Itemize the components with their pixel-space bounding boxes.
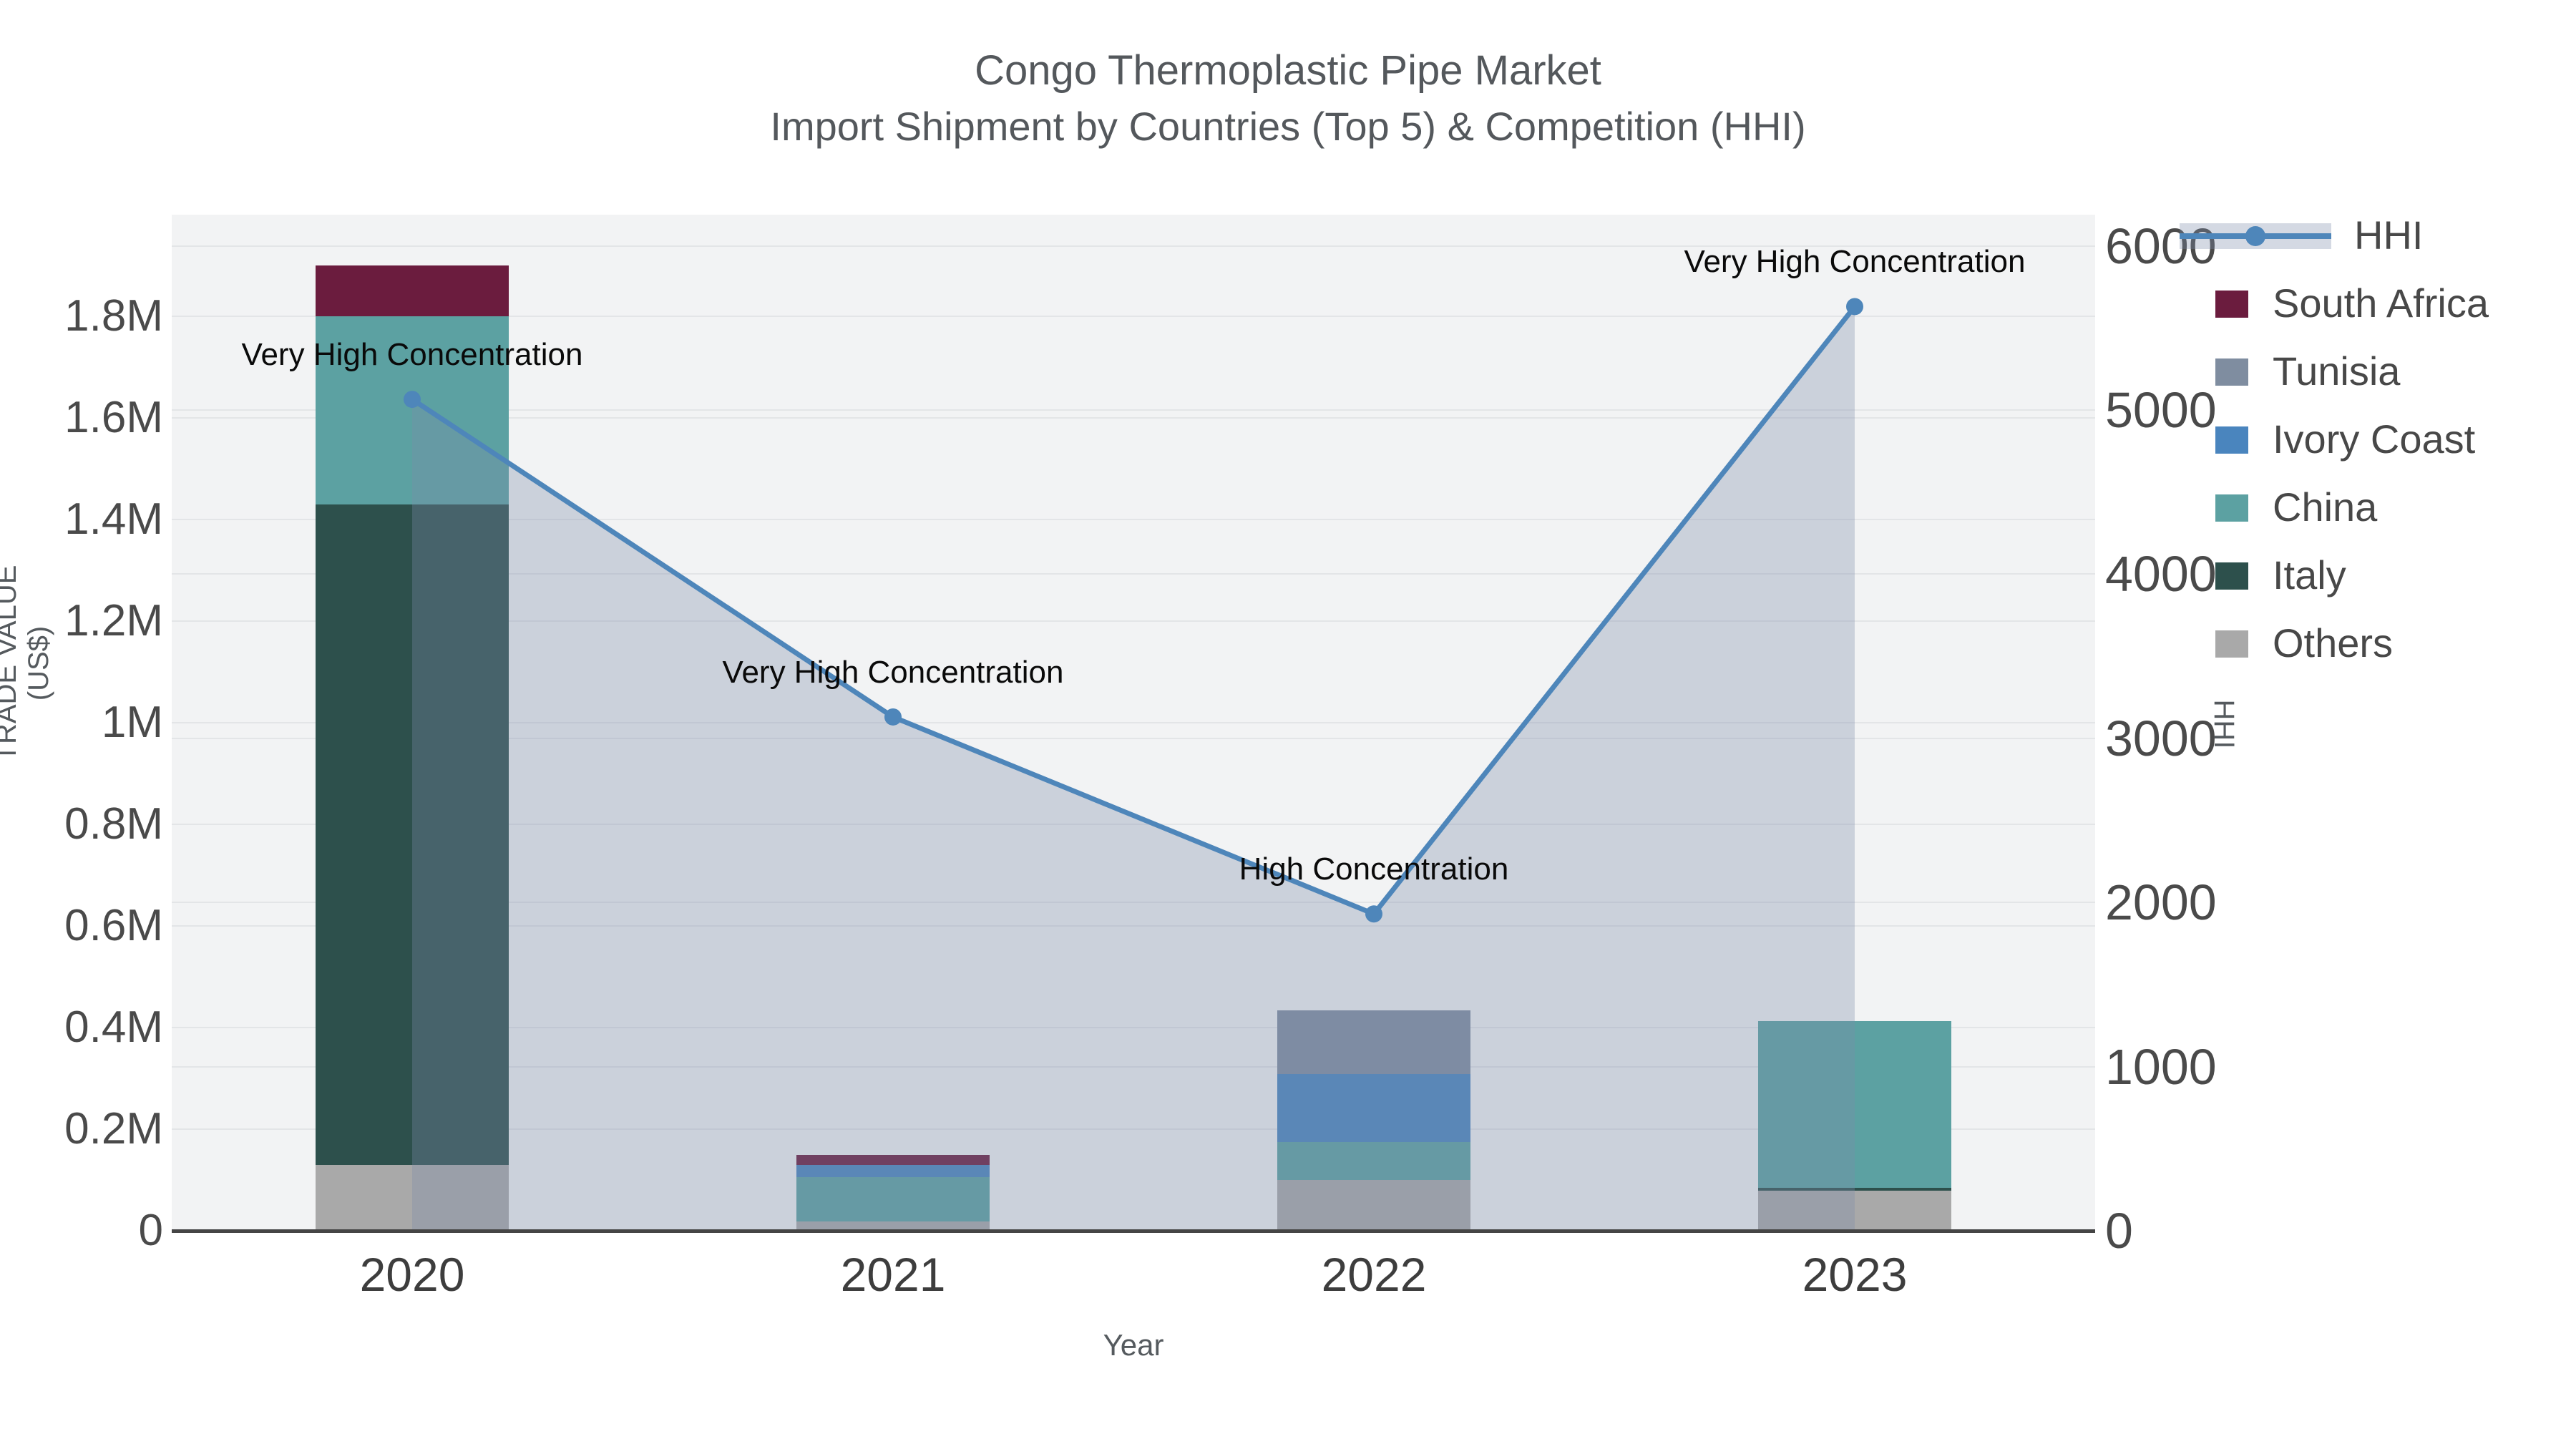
- y-left-tick: 1M: [101, 698, 163, 747]
- legend-swatch-tunisia: [2215, 358, 2248, 386]
- y-left-axis-title: TRADE VALUE (US$): [0, 565, 54, 762]
- y-left-tick: 0.2M: [64, 1104, 163, 1153]
- bar-segment-others: [316, 1164, 509, 1231]
- x-tick: 2022: [1321, 1248, 1427, 1301]
- x-tick: 2020: [359, 1248, 465, 1301]
- hhi-point-marker: [1846, 298, 1863, 316]
- legend-label: HHI: [2354, 213, 2424, 258]
- bar-segment-italy: [316, 504, 509, 1165]
- legend-item-south-africa[interactable]: South Africa: [2180, 280, 2552, 361]
- bar-segment-ivory-coast: [1277, 1074, 1470, 1143]
- gridline-trade-value: [172, 620, 2095, 622]
- bar-segment-china: [316, 316, 509, 504]
- hhi-area-fill: [412, 306, 1855, 1231]
- legend-label: Italy: [2273, 552, 2346, 597]
- y-left-tick: 1.6M: [64, 393, 163, 442]
- legend-label: Ivory Coast: [2273, 416, 2476, 462]
- bar-segment-ivory-coast: [796, 1164, 990, 1177]
- chart-title-line2: Import Shipment by Countries (Top 5) & C…: [770, 104, 1806, 149]
- legend-swatch-south-africa: [2215, 291, 2248, 318]
- gridline-trade-value: [172, 1128, 2095, 1130]
- bar-segment-italy: [1758, 1187, 1951, 1191]
- y-left-tick: 0.6M: [64, 901, 163, 950]
- bar-segment-others: [796, 1221, 990, 1231]
- legend-swatch-china: [2215, 494, 2248, 522]
- x-tick: 2023: [1802, 1248, 1908, 1301]
- annotation-2020: Very High Concentration: [241, 337, 583, 373]
- gridline-hhi: [172, 737, 2095, 739]
- legend-item-others[interactable]: Others: [2180, 620, 2552, 701]
- hhi-line: [411, 305, 1857, 917]
- bar-segment-others: [1758, 1190, 1951, 1231]
- bar-segment-south-africa: [316, 265, 509, 316]
- y-left-tick: 1.2M: [64, 596, 163, 645]
- plot-area: [172, 215, 2095, 1231]
- bar-segment-others: [1277, 1180, 1470, 1231]
- y-left-tick: 0: [138, 1206, 163, 1255]
- annotation-2021: Very High Concentration: [722, 654, 1064, 690]
- hhi-point-marker: [884, 708, 902, 726]
- legend-item-tunisia[interactable]: Tunisia: [2180, 348, 2552, 429]
- chart-title-line1: Congo Thermoplastic Pipe Market: [975, 47, 1601, 94]
- bar-segment-china: [796, 1176, 990, 1222]
- y-right-tick: 5000: [2105, 381, 2217, 438]
- bar-segment-china: [1758, 1020, 1951, 1188]
- gridline-hhi: [172, 245, 2095, 247]
- y-left-tick: 0.4M: [64, 1002, 163, 1052]
- bar-segment-china: [1277, 1142, 1470, 1180]
- legend-item-italy[interactable]: Italy: [2180, 552, 2552, 633]
- x-tick: 2021: [840, 1248, 946, 1301]
- gridline-trade-value: [172, 417, 2095, 419]
- legend-label: Others: [2273, 620, 2394, 665]
- hhi-point-marker: [404, 391, 421, 409]
- legend-item-china[interactable]: China: [2180, 484, 2552, 565]
- annotation-2022: High Concentration: [1239, 852, 1509, 887]
- gridline-trade-value: [172, 925, 2095, 927]
- y-left-tick: 1.4M: [64, 494, 163, 544]
- bar-segment-tunisia: [1277, 1010, 1470, 1075]
- bar-segment-south-africa: [796, 1155, 990, 1165]
- gridline-hhi: [172, 902, 2095, 904]
- annotation-2023: Very High Concentration: [1684, 244, 2026, 280]
- chart-title: Congo Thermoplastic Pipe Market Import S…: [0, 46, 2576, 157]
- gridline-trade-value: [172, 722, 2095, 723]
- y-left-tick: 0.8M: [64, 799, 163, 849]
- hhi-legend-marker: [2245, 226, 2265, 246]
- y-right-tick: 3000: [2105, 710, 2217, 766]
- gridline-trade-value: [172, 1027, 2095, 1028]
- legend-swatch-ivory-coast: [2215, 426, 2248, 454]
- legend-item-ivory-coast[interactable]: Ivory Coast: [2180, 416, 2552, 497]
- legend-swatch-others: [2215, 630, 2248, 658]
- y-right-tick: 6000: [2105, 218, 2217, 274]
- gridline-hhi: [172, 573, 2095, 575]
- hhi-line-layer: [404, 298, 1863, 1231]
- y-right-tick: 4000: [2105, 546, 2217, 602]
- y-right-tick: 0: [2105, 1203, 2133, 1259]
- legend-label: China: [2273, 484, 2378, 530]
- y-left-tick: 1.8M: [64, 291, 163, 341]
- gridline-hhi: [172, 1065, 2095, 1068]
- y-right-tick: 1000: [2105, 1038, 2217, 1095]
- legend-swatch-italy: [2215, 562, 2248, 590]
- gridline-trade-value: [172, 316, 2095, 317]
- x-axis-title: Year: [1103, 1328, 1164, 1362]
- y-right-tick: 2000: [2105, 874, 2217, 931]
- gridline-hhi: [172, 409, 2095, 411]
- gridline-trade-value: [172, 519, 2095, 520]
- legend-label: South Africa: [2273, 280, 2489, 326]
- legend-label: Tunisia: [2273, 348, 2401, 394]
- legend-item-hhi[interactable]: HHI: [2180, 213, 2552, 293]
- gridline-trade-value: [172, 824, 2095, 825]
- x-axis-line: [172, 1229, 2095, 1233]
- hhi-point-marker: [1365, 905, 1382, 923]
